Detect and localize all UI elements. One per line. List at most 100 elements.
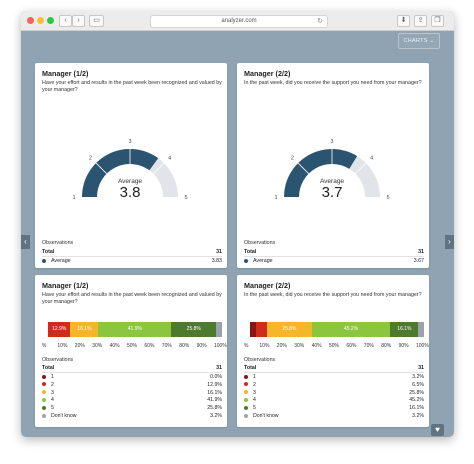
url-text: analyzer.com [221,18,257,24]
bar-segment [216,322,222,337]
address-bar[interactable]: analyzer.com ↻ [150,15,328,28]
bar-segment [255,322,267,337]
legend-dot [244,405,248,410]
axis-tick-label: 90% [398,343,409,349]
distribution-card-2: Manager (2/2) In the past week, did you … [237,275,429,427]
average-row: Average [42,258,71,264]
average-value: 3.67 [413,258,424,264]
average-value: 3.83 [211,258,222,264]
bar-segment: 41.9% [98,322,172,337]
legend-dot [244,390,248,395]
legend-rows: 1 3.2% 2 6.5% 3 25.8% 4 45.2% 5 16.1% Don't know 3.… [244,374,424,422]
axis-tick-label: 40% [311,343,322,349]
legend-dot [244,382,248,387]
axis-tick-label: 70% [161,343,172,349]
axis-tick-label: 50% [329,343,340,349]
observations-label: Observations [42,240,74,246]
legend-dot [244,398,248,403]
legend-value: 0.0% [210,374,222,380]
axis-tick-label: % [244,343,249,349]
gauge-tick-label: 2 [89,155,92,161]
chevron-left-icon: ‹ [24,237,27,246]
legend-label: 5 [51,405,54,412]
observations-label: Observations [42,357,74,363]
axis-tick-label: 90% [196,343,207,349]
legend-label: 1 [253,374,256,380]
gauge-average-value: 3.8 [120,184,141,201]
bar-segment: 16.1% [390,322,419,337]
close-window-button[interactable] [27,17,34,24]
total-value: 31 [418,249,424,255]
card-title: Manager (2/2) [244,281,291,290]
legend-dot [244,374,248,379]
gauge-average-label: Average [118,178,142,185]
observations-label: Observations [244,240,276,246]
total-value: 31 [216,249,222,255]
gauge-tick-label: 5 [386,195,389,201]
stacked-bar: 12.9% 16.1% 41.9% 25.8% [48,322,222,337]
share-button[interactable]: ⇪ [414,15,427,27]
share-icon: ⇪ [417,17,424,24]
card-question: Have your effort and results in the past… [42,80,222,94]
legend-value: 12.9% [207,381,222,388]
legend-dot [42,258,46,263]
gauge-tick [297,162,309,174]
legend-label: 1 [51,374,54,380]
distribution-card-1: Manager (1/2) Have your effort and resul… [35,275,227,427]
gauge-tick [95,162,107,174]
sidebar-toggle-button[interactable]: ▭ [89,15,104,27]
gauge-tick-label: 3 [128,139,131,145]
divider [42,372,222,373]
browser-window: ‹ › ▭ analyzer.com ↻ ⬇ ⇪ ❐ CHARTS ⌄ ‹ › … [21,11,454,437]
legend-label: 4 [51,397,54,404]
total-label: Total [42,249,55,255]
zoom-window-button[interactable] [47,17,54,24]
title-bar: ‹ › ▭ analyzer.com ↻ ⬇ ⇪ ❐ [21,11,454,31]
legend-value: 16.1% [409,405,424,412]
x-axis: % 10% 20% 30% 40% 50% 60% 70% 80% 90% 100% [42,343,227,351]
legend-row: 3 25.8% [244,390,424,396]
axis-tick-label: 30% [92,343,103,349]
gauge-average-label: Average [320,178,344,185]
observations-label: Observations [244,357,276,363]
legend-dot [42,382,46,387]
axis-tick-label: 60% [346,343,357,349]
card-title: Manager (1/2) [42,281,89,290]
axis-tick-label: 100% [416,343,429,349]
gauge-card-2: Manager (2/2) In the past week, did you … [237,63,429,268]
favorite-button[interactable]: ♥ [431,424,444,436]
legend-label: 3 [51,389,54,396]
back-button[interactable]: ‹ [59,15,72,27]
bar-segment: 25.8% [266,322,312,337]
legend-label: 4 [253,397,256,404]
legend-row: 4 45.2% [244,397,424,403]
legend-value: 45.2% [409,397,424,404]
legend-value: 3.2% [210,413,222,419]
legend-row: 1 3.2% [244,374,424,380]
charts-dropdown-button[interactable]: CHARTS ⌄ [398,33,440,49]
legend-value: 6.5% [412,381,424,388]
minimize-window-button[interactable] [37,17,44,24]
legend-row: 5 16.1% [244,405,424,411]
prev-page-button[interactable]: ‹ [21,235,30,249]
legend-dot [42,390,46,395]
legend-dot [244,258,248,263]
average-row: Average [244,258,273,264]
tabs-icon: ❐ [434,17,441,24]
bar-segment: 25.8% [171,322,217,337]
legend-value: 3.2% [412,374,424,380]
gauge-tick [153,162,165,174]
divider [244,256,424,257]
legend-value: 3.2% [412,413,424,419]
reload-icon[interactable]: ↻ [317,18,323,25]
tabs-button[interactable]: ❐ [431,15,444,27]
downloads-button[interactable]: ⬇ [397,15,410,27]
next-page-button[interactable]: › [445,235,454,249]
gauge-fill [284,148,358,197]
gauge-average-value: 3.7 [322,184,343,201]
gauge-tick-label: 4 [370,155,373,161]
legend-dot [42,374,46,379]
forward-button[interactable]: › [72,15,85,27]
gauge-tick [355,162,367,174]
